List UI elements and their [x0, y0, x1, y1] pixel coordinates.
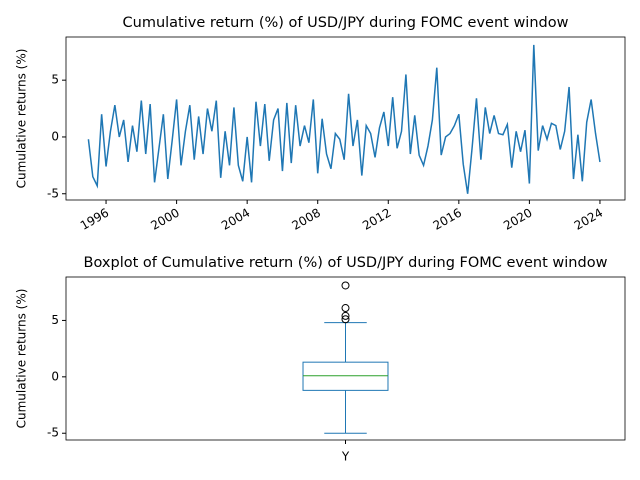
x-tick-label: 2000 — [148, 206, 181, 233]
y-tick-label: 0 — [51, 129, 59, 143]
y-tick-label: 5 — [51, 313, 59, 327]
axes-frame — [65, 36, 626, 201]
y-tick-label: -5 — [47, 426, 59, 440]
y-axis-label: Cumulative returns (%) — [15, 49, 29, 189]
line-series — [87, 44, 601, 194]
y-tick-label: 5 — [51, 73, 59, 87]
x-tick-label: 1996 — [78, 206, 111, 233]
x-tick-label: 2016 — [431, 206, 464, 233]
chart-title: Cumulative return (%) of USD/JPY during … — [123, 15, 569, 31]
x-tick-label: 2020 — [501, 206, 534, 233]
y-axis-label: Cumulative returns (%) — [15, 289, 29, 429]
axes-frame — [65, 276, 626, 441]
y-tick-label: -5 — [47, 186, 59, 200]
x-tick-label: Y — [341, 450, 350, 464]
outlier — [341, 281, 350, 290]
outlier — [341, 304, 350, 313]
x-tick-label: 2012 — [360, 206, 393, 233]
x-tick-label: 2008 — [290, 206, 323, 233]
y-tick-label: 0 — [51, 369, 59, 383]
x-tick-label: 2004 — [219, 206, 252, 233]
box — [302, 361, 389, 391]
chart-title: Boxplot of Cumulative return (%) of USD/… — [84, 255, 608, 271]
x-tick-label: 2024 — [572, 206, 605, 233]
outlier — [341, 315, 350, 324]
outlier — [341, 311, 350, 320]
